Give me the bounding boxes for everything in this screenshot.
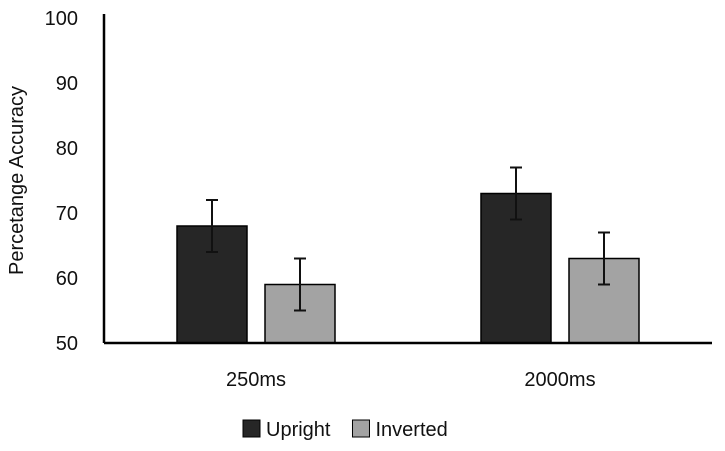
- error-bar: [510, 166, 522, 221]
- error-bar: [294, 257, 306, 312]
- y-tick-label: 60: [56, 268, 78, 290]
- legend-swatch: [242, 419, 261, 438]
- bar-inverted-2000ms: [568, 257, 640, 344]
- y-tick-label: 80: [56, 138, 78, 160]
- y-tick-label: 90: [56, 73, 78, 95]
- y-tick-label: 100: [45, 8, 78, 30]
- legend-label: Inverted: [375, 419, 447, 441]
- bars: [176, 192, 640, 344]
- y-axis-title: Percetange Accuracy: [6, 86, 28, 275]
- y-axis-ticks: 50 60 70 80 90 100: [45, 8, 78, 355]
- x-axis-labels: 250ms 2000ms: [226, 369, 596, 391]
- error-bar: [206, 199, 218, 253]
- legend-item-inverted: Inverted: [351, 419, 448, 441]
- y-tick-label: 50: [56, 333, 78, 355]
- error-bars: [206, 166, 610, 312]
- legend-item-upright: Upright: [242, 419, 331, 441]
- y-tick-label: 70: [56, 203, 78, 225]
- x-tick-label: 250ms: [226, 369, 286, 391]
- error-bar: [598, 231, 610, 286]
- legend-swatch: [351, 419, 370, 438]
- x-tick-label: 2000ms: [524, 369, 595, 391]
- legend-label: Upright: [266, 419, 331, 441]
- legend: Upright Inverted: [242, 419, 448, 441]
